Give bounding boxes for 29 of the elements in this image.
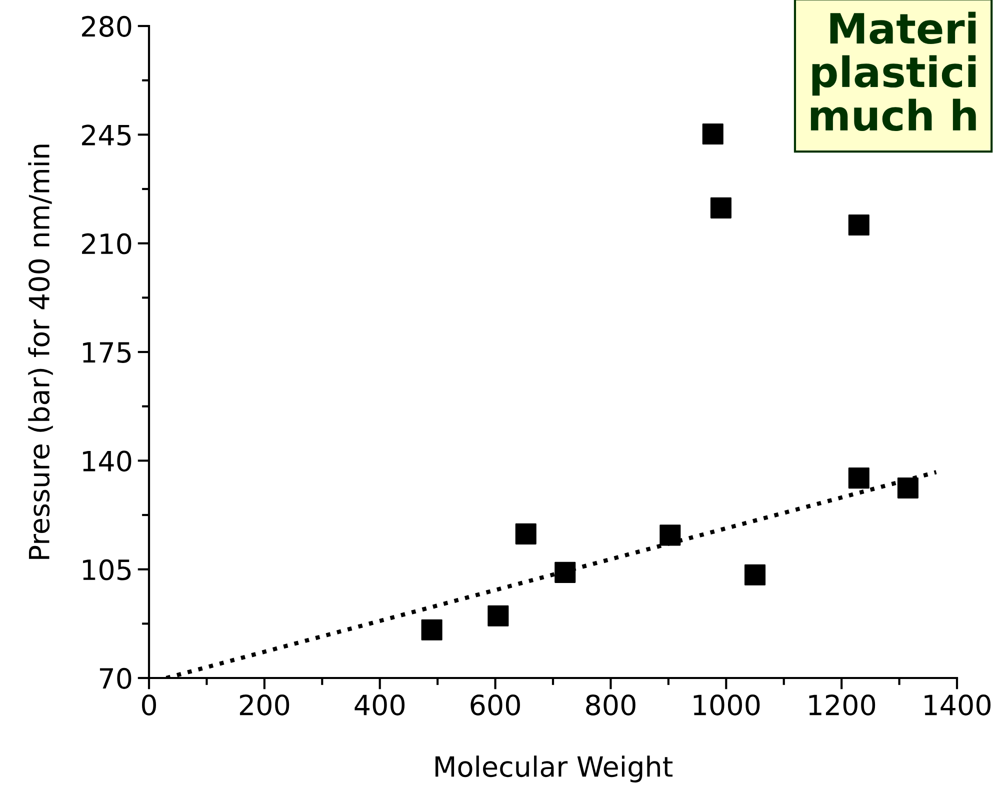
x-tick-label: 800 bbox=[586, 694, 636, 716]
point bbox=[515, 523, 536, 544]
x-axis-title: Molecular Weight bbox=[436, 756, 673, 782]
y-tick-label: 245 bbox=[82, 124, 131, 146]
y-tick-label: 210 bbox=[82, 233, 132, 254]
y-tick-label: 105 bbox=[83, 559, 131, 580]
point bbox=[710, 197, 732, 218]
x-tick-label: 1400 bbox=[924, 694, 990, 716]
x-tick-label: 200 bbox=[240, 694, 290, 716]
point bbox=[702, 124, 724, 145]
x-tick-label: 400 bbox=[354, 694, 405, 716]
y-tick-label: 140 bbox=[83, 450, 132, 472]
point bbox=[848, 468, 870, 489]
x-tick-label: 1200 bbox=[809, 694, 876, 716]
y-tick-label: 175 bbox=[83, 342, 131, 363]
point bbox=[744, 564, 766, 586]
annotation: Materi plastici much h bbox=[810, 12, 976, 132]
point bbox=[897, 477, 918, 499]
point bbox=[660, 524, 681, 546]
point bbox=[421, 619, 442, 640]
x-tick-label: 600 bbox=[470, 694, 520, 716]
x-tick-label: 0 bbox=[142, 694, 156, 716]
point bbox=[488, 605, 509, 626]
x-tick-label: 1000 bbox=[694, 694, 760, 716]
y-tick-label: 70 bbox=[100, 668, 132, 689]
y-axis-title: Pressure (bar) for 400 nm/min bbox=[28, 144, 53, 559]
point bbox=[554, 562, 576, 583]
y-tick-label: 280 bbox=[82, 16, 132, 37]
point bbox=[848, 214, 870, 236]
